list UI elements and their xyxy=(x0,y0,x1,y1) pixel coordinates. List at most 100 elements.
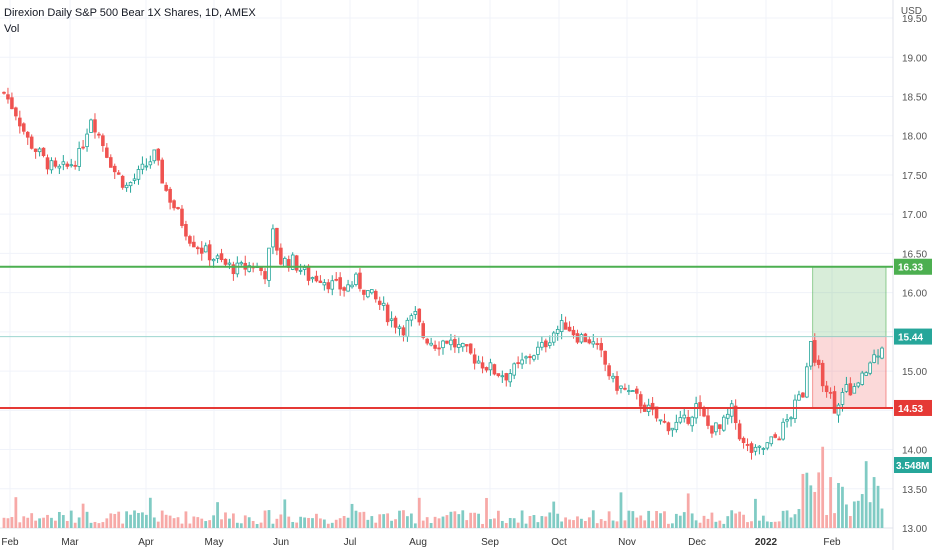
candle-body xyxy=(658,419,663,422)
candle-body xyxy=(116,172,121,175)
volume-bar xyxy=(607,511,611,528)
candle-body xyxy=(583,333,588,343)
candle-body xyxy=(152,149,157,162)
candle-body xyxy=(516,362,520,365)
volume-bar xyxy=(758,520,761,528)
volume-bar xyxy=(805,472,809,528)
volume-bar xyxy=(540,516,544,528)
candle-body xyxy=(69,164,74,167)
volume-bar xyxy=(346,517,350,528)
candle-body xyxy=(279,247,283,265)
candle-body xyxy=(797,394,801,401)
candle-body xyxy=(753,446,758,452)
volume-bar xyxy=(275,518,279,528)
volume-bar xyxy=(255,523,259,528)
volume-bar xyxy=(279,514,283,528)
volume-bar xyxy=(200,518,204,528)
volume-bar xyxy=(754,498,757,528)
volume-bar xyxy=(568,519,571,528)
volume-bar xyxy=(228,518,231,528)
volume-bar xyxy=(659,513,662,528)
y-tick-label: 13.00 xyxy=(902,524,927,535)
volume-bar xyxy=(243,515,247,528)
volume-bar xyxy=(311,518,314,528)
volume-bar xyxy=(453,511,457,528)
price-label: 16.33 xyxy=(898,263,923,274)
candle-body xyxy=(773,434,778,438)
volume-bar xyxy=(639,515,643,528)
volume-bar xyxy=(623,520,627,528)
volume-bar xyxy=(651,520,654,528)
volume-bar xyxy=(580,518,583,528)
volume-bar xyxy=(765,521,769,528)
x-tick-label: Mar xyxy=(61,537,79,548)
volume-bar xyxy=(105,518,109,528)
candle-body xyxy=(128,182,133,187)
candle-body xyxy=(298,269,303,272)
candle-body xyxy=(789,417,793,420)
volume-bar xyxy=(160,510,164,528)
volume-bar xyxy=(777,521,781,528)
volume-bar xyxy=(813,491,817,528)
candle-body xyxy=(449,339,453,346)
volume-bar xyxy=(500,520,504,528)
volume-bar xyxy=(85,511,89,528)
volume-bar xyxy=(315,513,318,528)
price-label-bg xyxy=(894,399,932,416)
candle-body xyxy=(563,322,568,330)
candle-body xyxy=(239,262,244,265)
volume-bar xyxy=(821,446,825,528)
volume-bar xyxy=(46,514,49,528)
volume-bar xyxy=(366,519,370,528)
volume-bar xyxy=(793,514,797,528)
volume-bar xyxy=(117,511,121,528)
volume-bar xyxy=(619,492,623,528)
candle-body xyxy=(41,147,46,157)
volume-bar xyxy=(496,510,500,528)
volume-bar xyxy=(504,523,508,528)
volume-bar xyxy=(386,513,390,528)
candle-body xyxy=(777,438,781,441)
candle-body xyxy=(389,318,394,321)
candle-body xyxy=(37,148,42,153)
volume-bar xyxy=(481,523,484,528)
volume-bar xyxy=(473,512,477,528)
candle-body xyxy=(413,311,418,315)
volume-bar xyxy=(212,515,215,528)
y-tick-label: 19.50 xyxy=(902,14,927,25)
volume-bar xyxy=(81,503,85,528)
volume-bar xyxy=(734,513,738,528)
volume-bar xyxy=(457,514,461,528)
volume-bar xyxy=(627,510,631,528)
candle-body xyxy=(587,339,592,344)
volume-bar xyxy=(845,504,848,528)
volume-bar xyxy=(520,510,524,528)
x-tick-label: Jun xyxy=(273,537,289,548)
volume-bar xyxy=(674,513,678,528)
candle-body xyxy=(10,97,14,110)
volume-bar xyxy=(125,511,128,528)
candle-body xyxy=(231,264,236,275)
volume-bar xyxy=(267,510,271,528)
volume-bar xyxy=(508,517,512,528)
volume-bar xyxy=(129,514,132,528)
candle-body xyxy=(650,402,655,410)
volume-bar xyxy=(42,517,45,528)
candle-body xyxy=(674,421,679,431)
candle-body xyxy=(219,253,224,261)
candle-body xyxy=(567,326,572,332)
candle-body xyxy=(555,329,560,334)
candle-body xyxy=(714,422,718,433)
volume-bar xyxy=(338,518,342,528)
volume-bar xyxy=(429,523,433,528)
volume-bar xyxy=(655,511,658,528)
volume-bar xyxy=(2,517,6,528)
volume-bar xyxy=(93,521,97,528)
volume-bar xyxy=(69,510,73,528)
candle-body xyxy=(354,273,358,285)
volume-bar xyxy=(615,521,619,528)
volume-bar xyxy=(370,516,374,528)
volume-bar xyxy=(152,517,156,528)
